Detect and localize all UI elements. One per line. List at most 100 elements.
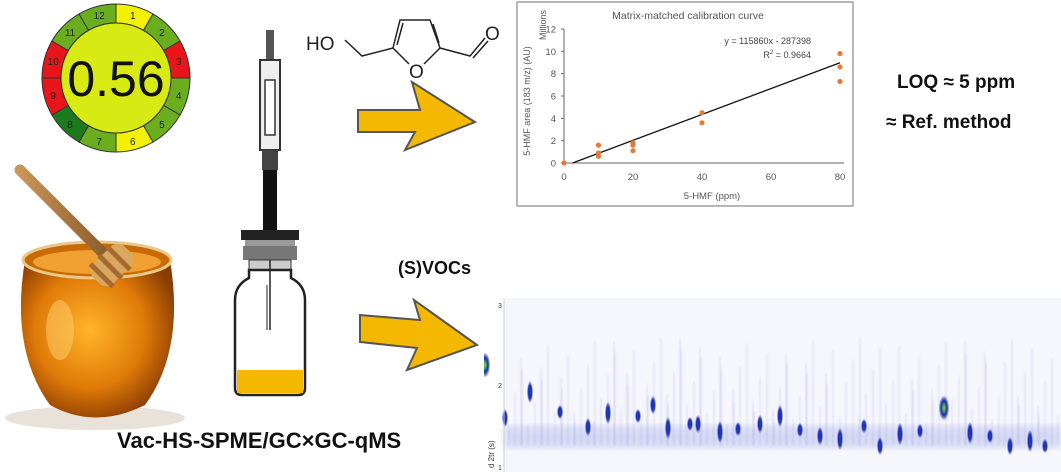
y-axis-label: 5-HMF area (183 m/z) (AU) [522, 46, 532, 156]
hmf-molecule: HO O O [306, 19, 500, 83]
chromatogram-streak [693, 381, 695, 446]
wheel-segment-label: 10 [48, 57, 60, 68]
chromatogram-streak [799, 397, 801, 446]
data-point [595, 142, 602, 148]
chromatogram-streak [699, 347, 701, 446]
chromatogram-peak [605, 402, 611, 424]
chromatogram-streak [772, 410, 774, 446]
wheel-segment-label: 11 [65, 28, 76, 39]
x-tick-label: 60 [766, 172, 777, 183]
data-point [699, 120, 705, 126]
spme-device-vial [233, 30, 307, 397]
chromatogram-peak [877, 437, 883, 455]
chromatogram-streak [878, 426, 880, 446]
honey-jar-image [5, 164, 185, 430]
wheel-segment-label: 12 [94, 11, 106, 22]
wheel-segment-label: 5 [159, 120, 165, 131]
chromatogram-peak [502, 409, 508, 427]
chromatogram-streak [766, 354, 768, 446]
chromatogram-streak [1017, 395, 1019, 446]
chromatogram-streak [852, 360, 854, 446]
wheel-segment-label: 3 [176, 57, 182, 68]
chromatogram-peak [967, 422, 973, 444]
chromatogram-streak [706, 414, 708, 446]
chromatogram-streak [792, 420, 794, 446]
chromatogram-streak [600, 398, 602, 446]
chromatogram-streak [613, 341, 615, 446]
chromatogram-streak [898, 346, 900, 446]
chromatogram-peak [585, 418, 591, 436]
chromatogram-streak [885, 403, 887, 446]
y-unit-label: Millions [538, 10, 548, 41]
chromatogram-peak [939, 396, 949, 420]
chromatogram-peak [1007, 437, 1013, 455]
method-label: Vac-HS-SPME/GC×GC-qMS [117, 428, 402, 453]
chromatogram-streak [951, 399, 953, 446]
chromatogram-streak [514, 392, 516, 446]
chromatogram-streak [1011, 339, 1013, 446]
chromatogram-peak [717, 421, 723, 443]
data-point [837, 64, 843, 70]
chromatogram-streak [1004, 362, 1006, 446]
greenness-score: 0.56 [67, 51, 164, 107]
chromatogram-streak [958, 376, 960, 446]
reference-method-label: ≈ Ref. method [886, 112, 1012, 133]
chromatogram-streak [746, 344, 748, 446]
chromatogram-streak [527, 425, 529, 446]
y-tick-label: 2 [551, 136, 556, 147]
chromatogram-peak [635, 409, 641, 423]
wheel-segment-label: 1 [130, 11, 136, 22]
chromatogram-streak [540, 368, 542, 446]
chromatogram-streak [998, 396, 1000, 446]
chromatogram-peak [1027, 430, 1033, 452]
data-point [630, 148, 636, 154]
chromatogram-streak [646, 384, 648, 446]
wheel-segment-label: 2 [159, 28, 165, 39]
chromatogram-streak [931, 389, 933, 446]
chromatogram-streak [879, 347, 881, 446]
chromatogram-streak [713, 391, 715, 446]
chrom-y-axis-label: d 2tr (s) [487, 440, 496, 468]
chromatogram-streak [1051, 359, 1053, 446]
chromatogram-peak [665, 417, 671, 439]
chromatogram-streak [520, 358, 522, 446]
carbonyl-oxygen-label: O [485, 24, 500, 45]
loq-label: LOQ ≈ 5 ppm [897, 72, 1016, 93]
wheel-segment-label: 6 [130, 137, 136, 148]
svocs-label: (S)VOCs [398, 258, 472, 278]
chromatogram-streak [964, 342, 966, 446]
r-squared-label: R2 = 0.9664 [763, 50, 811, 60]
chromatogram-streak [819, 407, 821, 446]
chart-title: Matrix-matched calibration curve [612, 10, 764, 22]
chromatogram-peak [777, 405, 783, 427]
chromatogram-streak [508, 426, 510, 446]
chromatogram-peak [650, 396, 656, 414]
chromatogram-streak [660, 338, 662, 446]
chromatogram-streak [633, 351, 635, 446]
chromatogram-streak [620, 408, 622, 446]
chromatogram-streak [547, 345, 549, 446]
chromatogram-peak [757, 415, 763, 433]
hydroxyl-label: HO [306, 34, 335, 55]
y-tick-label: 6 [551, 92, 556, 103]
chromatogram-peak [527, 381, 533, 403]
chromatogram-streak [752, 400, 754, 446]
wheel-segment-label: 9 [50, 91, 56, 102]
chromatogram-streak [938, 366, 940, 446]
chromatogram-streak [911, 379, 913, 446]
chromatogram-streak [978, 386, 980, 446]
x-tick-label: 40 [697, 172, 708, 183]
chromatogram-streak [892, 380, 894, 446]
y-tick-label: 8 [551, 69, 556, 80]
wheel-segment-label: 7 [96, 137, 102, 148]
chromatogram-streak [1037, 405, 1039, 446]
chromatogram-streak [640, 418, 642, 446]
chromatogram-streak [945, 343, 947, 446]
chromatogram-streak [832, 350, 834, 446]
chromatogram-streak [573, 411, 575, 446]
arrow-to-chromatogram [359, 297, 480, 372]
x-tick-label: 20 [628, 172, 639, 183]
chrom-ytick-2: 2 [498, 383, 502, 390]
chromatogram-streak [534, 402, 536, 446]
